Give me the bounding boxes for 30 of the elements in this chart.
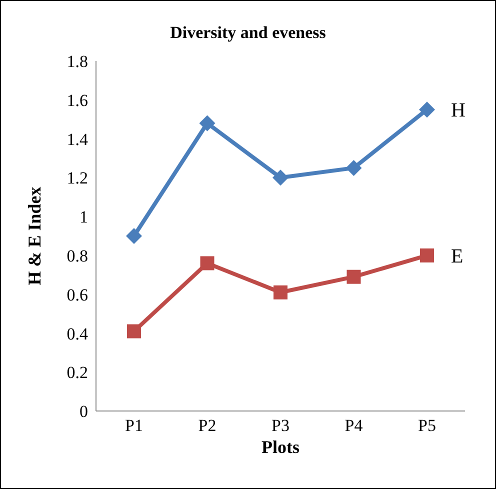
point xyxy=(420,248,434,262)
series-label: H xyxy=(451,100,466,122)
point xyxy=(346,270,361,284)
point xyxy=(419,102,435,118)
point xyxy=(274,285,288,300)
point xyxy=(200,256,214,270)
x-tick-label: P5 xyxy=(418,416,436,436)
x-tick-label: P4 xyxy=(344,416,364,436)
point xyxy=(272,170,288,186)
y-tick-label: 0.2 xyxy=(66,363,88,382)
series-label: E xyxy=(451,245,464,268)
y-tick-label: 1.2 xyxy=(66,168,88,188)
point xyxy=(346,160,362,176)
y-tick-label: 1.8 xyxy=(66,52,88,72)
point xyxy=(127,324,141,338)
y-tick-label: 0 xyxy=(80,402,88,422)
y-tick-label: 1.4 xyxy=(66,130,88,149)
chart-title: Diversity and eveness xyxy=(169,23,327,43)
x-tick-label: P2 xyxy=(198,416,216,436)
y-tick-label: 0.8 xyxy=(66,246,88,266)
y-tick-label: 0.6 xyxy=(66,285,88,304)
y-tick-label: 0.4 xyxy=(66,324,88,344)
point xyxy=(126,228,142,244)
y-tick-label: 1 xyxy=(80,208,88,227)
x-tick-label: P1 xyxy=(125,416,143,436)
y-tick-label: 1.6 xyxy=(66,90,88,110)
y-axis-title: H & E Index xyxy=(24,186,44,286)
x-tick-label: P3 xyxy=(272,416,290,436)
point xyxy=(199,115,216,132)
x-axis-title: Plots xyxy=(262,437,300,457)
